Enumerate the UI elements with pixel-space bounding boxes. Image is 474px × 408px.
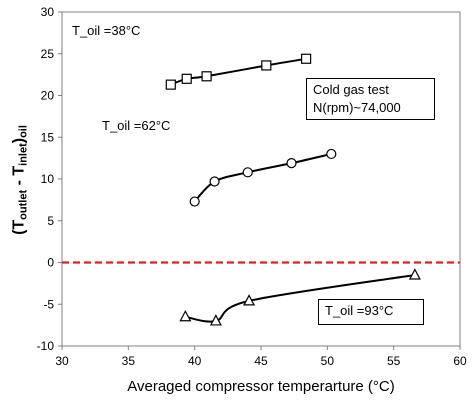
x-tick-label: 40	[188, 354, 202, 368]
y-tick-label: 0	[47, 256, 54, 270]
data-point-circle	[189, 196, 200, 207]
plot-area	[61, 11, 461, 347]
data-point-triangle	[179, 309, 192, 322]
x-tick-label: 55	[387, 354, 401, 368]
data-point-square	[165, 79, 176, 90]
annotation-line-1: Cold gas test	[313, 82, 389, 97]
y-axis-label: (Toutlet - Tinlet)oil	[10, 125, 30, 235]
series-circle	[189, 148, 337, 207]
series-label-62c: T_oil =62°C	[102, 118, 171, 133]
series-label-38c: T_oil =38°C	[72, 23, 141, 38]
y-tick-label: 30	[41, 5, 55, 19]
annotation-box: Cold gas test N(rpm)~74,000	[306, 78, 435, 120]
data-point-circle	[326, 148, 337, 160]
series-square	[165, 53, 312, 90]
data-point-triangle	[209, 314, 222, 326]
data-point-square	[261, 60, 272, 71]
y-tick-label: 25	[41, 47, 55, 61]
data-point-triangle	[408, 268, 421, 280]
data-point-square	[301, 53, 312, 64]
x-tick-label: 45	[254, 354, 268, 368]
y-tick-label: 15	[41, 130, 55, 144]
series-label-93c: T_oil =93°C	[318, 299, 424, 325]
data-point-circle	[242, 167, 253, 178]
y-tick-label: 5	[47, 214, 54, 228]
data-point-circle	[286, 158, 297, 169]
x-tick-label: 60	[453, 354, 467, 368]
x-axis-label: Averaged compressor temperarture (°C)	[127, 378, 395, 395]
y-tick-label: 10	[41, 172, 55, 186]
plot-border	[61, 11, 461, 347]
x-axis-ticks: 30 35 40 45 50 55 60	[55, 346, 467, 368]
x-tick-label: 30	[55, 354, 69, 368]
series-group	[165, 53, 421, 326]
data-point-circle	[209, 176, 220, 187]
data-point-square	[181, 73, 192, 84]
data-point-triangle	[243, 294, 256, 306]
series-triangle	[179, 268, 421, 326]
data-point-square	[201, 71, 212, 82]
y-tick-label: -5	[43, 297, 54, 311]
annotation-line-2: N(rpm)~74,000	[313, 100, 401, 115]
x-tick-label: 35	[122, 354, 136, 368]
y-tick-label: -10	[37, 339, 55, 353]
series-line	[185, 274, 416, 323]
y-tick-label: 20	[41, 89, 55, 103]
x-tick-label: 50	[321, 354, 335, 368]
y-axis-ticks: -10 -5 0 5 10 15 20 25 30	[37, 5, 62, 353]
